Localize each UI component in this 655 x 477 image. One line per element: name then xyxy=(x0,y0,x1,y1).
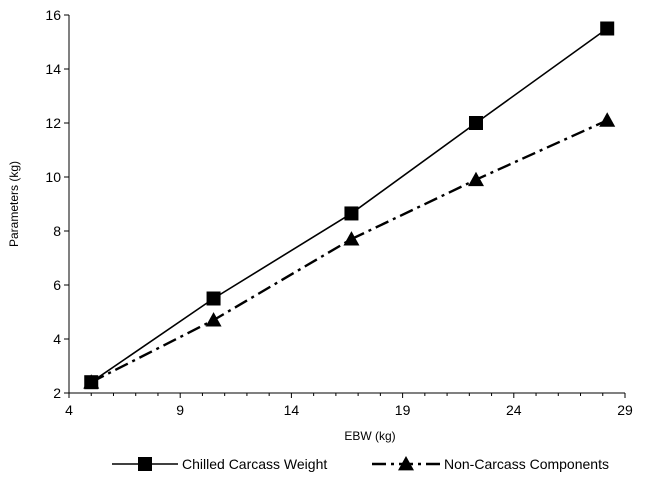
data-point-triangle xyxy=(343,231,360,246)
x-tick-label: 4 xyxy=(65,402,73,418)
y-tick-label: 16 xyxy=(45,7,61,23)
data-point-triangle xyxy=(467,171,484,187)
data-point-square xyxy=(468,116,483,130)
series-line-2 xyxy=(90,119,608,384)
x-tick-label: 19 xyxy=(395,402,411,418)
y-tick-label: 6 xyxy=(53,277,61,293)
data-point-square xyxy=(344,206,359,221)
y-axis-title: Parameters (kg) xyxy=(7,161,21,247)
data-point-triangle xyxy=(599,112,616,127)
y-tick-label: 14 xyxy=(45,61,61,77)
legend-label: Non-Carcass Components xyxy=(444,456,609,472)
y-tick-label: 2 xyxy=(53,385,61,401)
legend: Chilled Carcass Weight Non-Carcass Compon… xyxy=(112,456,609,472)
y-tick-label: 10 xyxy=(45,169,61,185)
legend-marker-square xyxy=(138,457,152,471)
x-tick-label: 29 xyxy=(617,402,633,418)
x-tick-label: 9 xyxy=(176,402,184,418)
y-tick-label: 8 xyxy=(53,223,61,239)
data-point-triangle xyxy=(83,374,100,389)
series-line-1 xyxy=(90,27,608,383)
data-point-square xyxy=(206,291,221,306)
legend-marker-triangle xyxy=(398,456,414,471)
data-point-triangle xyxy=(205,312,222,327)
x-tick-label: 14 xyxy=(284,402,300,418)
x-tick-label: 24 xyxy=(506,402,522,418)
legend-label: Chilled Carcass Weight xyxy=(182,456,327,472)
y-tick-label: 12 xyxy=(45,115,61,131)
y-tick-label: 4 xyxy=(53,331,61,347)
x-axis-title: EBW (kg) xyxy=(344,429,395,443)
data-point-square xyxy=(600,21,615,36)
